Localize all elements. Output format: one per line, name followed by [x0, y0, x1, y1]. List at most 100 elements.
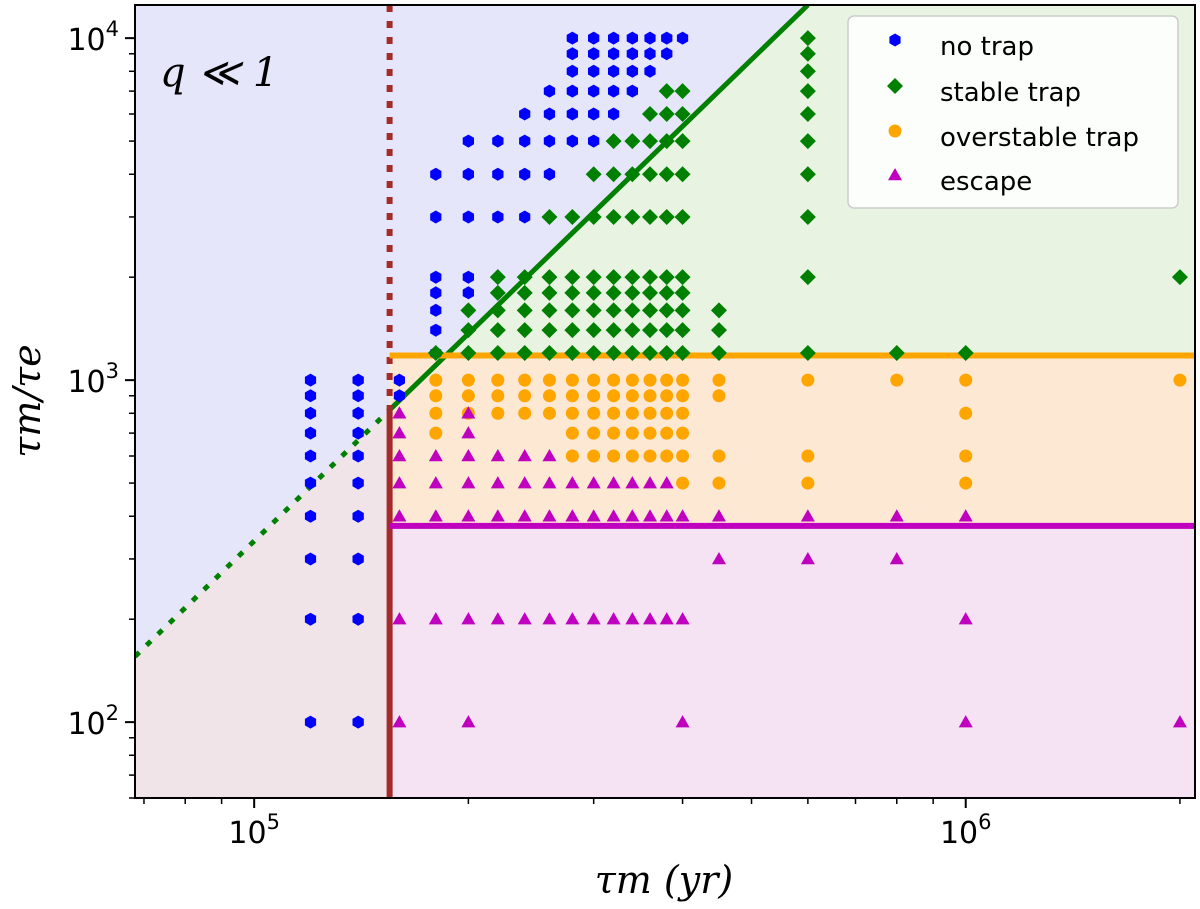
region-low-tau: [135, 409, 390, 798]
legend-label-no-trap: no trap: [940, 32, 1034, 62]
point-stable-trap: [799, 30, 816, 47]
point-escape: [675, 612, 690, 625]
point-overstable-trap: [676, 476, 690, 490]
point-overstable-trap: [429, 373, 443, 387]
point-no-trap: [588, 64, 600, 78]
point-escape: [490, 509, 505, 522]
point-stable-trap: [585, 208, 602, 225]
point-stable-trap: [888, 345, 905, 362]
point-no-trap: [462, 134, 474, 148]
point-overstable-trap: [565, 373, 579, 387]
point-stable-trap: [674, 208, 691, 225]
point-stable-trap: [674, 83, 691, 100]
point-no-trap: [519, 107, 531, 121]
point-stable-trap: [957, 345, 974, 362]
point-escape: [586, 476, 601, 489]
point-overstable-trap: [801, 373, 815, 387]
point-escape: [675, 509, 690, 522]
legend-marker-overstable-trap: [888, 124, 902, 138]
point-overstable-trap: [643, 406, 657, 420]
legend-box: [847, 15, 1179, 209]
y-axis-label: τm/τe: [5, 344, 49, 457]
point-overstable-trap: [565, 406, 579, 420]
legend-marker-escape: [888, 168, 902, 181]
point-no-trap: [352, 509, 364, 523]
point-no-trap: [543, 84, 556, 98]
point-overstable-trap: [518, 373, 532, 387]
point-no-trap: [588, 134, 600, 148]
point-stable-trap: [658, 269, 675, 286]
point-stable-trap: [710, 345, 727, 362]
point-no-trap: [608, 64, 620, 78]
point-no-trap: [644, 31, 656, 45]
point-no-trap: [304, 373, 317, 387]
point-escape: [586, 612, 601, 625]
point-escape: [625, 612, 640, 625]
point-no-trap: [566, 31, 578, 45]
legend-marker-no-trap: [889, 33, 901, 47]
point-stable-trap: [658, 345, 675, 362]
point-no-trap: [566, 134, 578, 148]
point-stable-trap: [799, 63, 816, 80]
point-escape: [392, 612, 407, 625]
point-overstable-trap: [607, 449, 621, 463]
point-no-trap: [462, 210, 474, 224]
point-no-trap: [304, 476, 317, 490]
point-stable-trap: [674, 133, 691, 150]
point-stable-trap: [624, 133, 641, 150]
point-stable-trap: [489, 345, 506, 362]
point-stable-trap: [516, 322, 533, 339]
point-overstable-trap: [587, 449, 601, 463]
point-escape: [517, 476, 532, 489]
point-no-trap: [352, 476, 364, 490]
region-escape: [389, 525, 1195, 798]
point-no-trap: [588, 107, 600, 121]
point-escape: [606, 612, 621, 625]
point-stable-trap: [605, 208, 622, 225]
point-stable-trap: [605, 269, 622, 286]
point-escape: [606, 476, 621, 489]
point-stable-trap: [541, 284, 558, 301]
point-overstable-trap: [801, 449, 815, 463]
point-escape: [711, 551, 726, 565]
point-stable-trap: [674, 322, 691, 339]
point-stable-trap: [710, 322, 727, 339]
point-no-trap: [430, 303, 442, 317]
point-overstable-trap: [587, 406, 601, 420]
point-no-trap: [393, 373, 405, 387]
point-overstable-trap: [676, 406, 690, 420]
point-no-trap: [352, 612, 364, 626]
point-overstable-trap: [712, 373, 726, 387]
point-no-trap: [566, 107, 578, 121]
point-stable-trap: [624, 284, 641, 301]
point-overstable-trap: [712, 389, 726, 403]
point-no-trap: [393, 389, 405, 403]
point-stable-trap: [799, 166, 816, 183]
point-escape: [659, 509, 674, 522]
point-stable-trap: [605, 322, 622, 339]
point-overstable-trap: [660, 373, 674, 387]
legend[interactable]: no trap stable trap overstable trap esca…: [847, 15, 1179, 209]
point-stable-trap: [489, 322, 506, 339]
point-overstable-trap: [625, 426, 639, 440]
point-no-trap: [462, 286, 474, 300]
point-no-trap: [430, 286, 442, 300]
point-stable-trap: [564, 345, 581, 362]
point-stable-trap: [642, 302, 659, 319]
data-points: [304, 30, 1188, 729]
point-stable-trap: [624, 345, 641, 362]
point-no-trap: [430, 270, 442, 284]
point-escape: [800, 551, 815, 565]
point-no-trap: [304, 389, 317, 403]
point-escape: [392, 426, 407, 439]
point-overstable-trap: [518, 389, 532, 403]
point-no-trap: [566, 64, 578, 78]
point-stable-trap: [541, 302, 558, 319]
point-escape: [643, 476, 658, 489]
point-overstable-trap: [801, 476, 815, 490]
point-stable-trap: [516, 284, 533, 301]
point-no-trap: [566, 47, 578, 61]
point-stable-trap: [674, 269, 691, 286]
point-stable-trap: [799, 106, 816, 123]
point-escape: [392, 509, 407, 522]
